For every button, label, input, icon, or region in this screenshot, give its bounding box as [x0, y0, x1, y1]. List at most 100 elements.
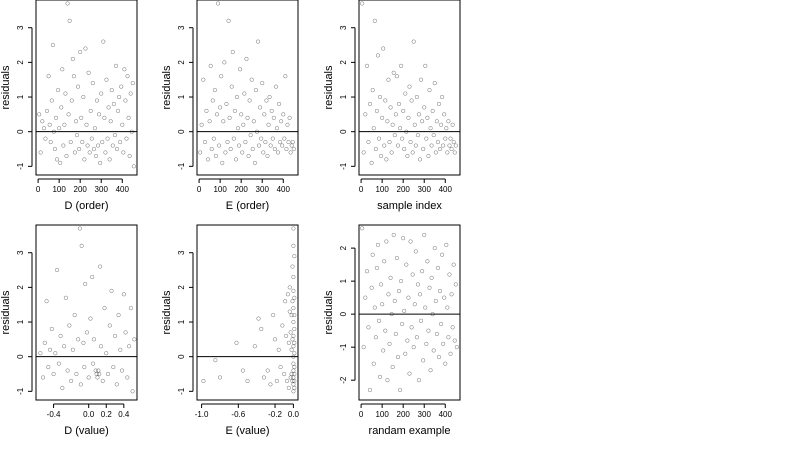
data-point: [439, 322, 444, 327]
data-point: [48, 140, 53, 145]
data-point: [270, 136, 275, 141]
data-point: [390, 364, 395, 370]
data-point: [100, 378, 105, 383]
data-point: [69, 378, 74, 383]
data-point: [271, 313, 276, 318]
data-point: [423, 305, 428, 310]
data-point: [92, 126, 97, 131]
y-tick-label: 1: [16, 319, 25, 324]
data-point: [48, 347, 53, 352]
data-point: [60, 67, 65, 72]
y-tick-label: -1: [177, 162, 186, 170]
data-point: [287, 309, 292, 314]
x-axis: 0 100 200 300 400: [359, 403, 452, 419]
x-tick-label: 100: [213, 185, 227, 194]
data-point: [272, 146, 277, 152]
y-tick-label: 0: [339, 311, 348, 316]
data-point: [261, 375, 267, 380]
x-tick-label: 300: [256, 185, 270, 194]
data-point: [127, 344, 132, 349]
data-point: [397, 126, 403, 131]
y-tick-label: 3: [177, 250, 186, 255]
y-axis: -2 -1 0 1 2: [339, 245, 356, 384]
y-tick-label: 2: [339, 245, 348, 250]
data-point: [367, 101, 372, 107]
data-point: [89, 136, 94, 141]
data-point: [227, 115, 232, 120]
x-tick-label: 200: [397, 410, 411, 419]
data-point: [198, 150, 203, 155]
x-tick-label: 400: [116, 185, 130, 194]
y-tick-label: 2: [16, 60, 25, 65]
data-point: [222, 60, 227, 65]
data-point: [49, 98, 54, 103]
data-point: [373, 146, 378, 152]
data-point: [278, 140, 283, 145]
data-point: [123, 98, 128, 103]
data-point: [390, 122, 395, 127]
data-point: [379, 153, 384, 158]
data-point: [122, 67, 127, 72]
data-point: [108, 119, 113, 124]
data-point: [224, 101, 229, 107]
data-point: [452, 150, 457, 155]
data-point: [381, 46, 386, 51]
data-point: [111, 365, 116, 370]
data-point: [280, 323, 285, 328]
data-point: [371, 126, 376, 131]
data-point: [454, 345, 459, 350]
data-point: [245, 378, 250, 383]
data-point: [54, 157, 60, 162]
data-point: [245, 115, 250, 120]
data-point: [263, 140, 268, 145]
data-point: [289, 143, 294, 148]
data-point: [424, 341, 429, 346]
data-point: [116, 108, 121, 113]
data-point: [396, 101, 402, 107]
x-tick-label: 0.2: [101, 410, 113, 419]
y-tick-label: 0: [177, 354, 186, 359]
data-point: [451, 262, 456, 267]
data-point: [120, 368, 125, 373]
scatter-points: [201, 226, 297, 394]
data-point: [291, 319, 296, 325]
data-point: [372, 18, 377, 23]
data-point: [58, 160, 63, 165]
data-point: [443, 136, 448, 141]
data-point: [50, 42, 55, 48]
data-point: [381, 348, 386, 353]
data-point: [131, 164, 136, 169]
data-point: [441, 341, 446, 346]
data-point: [221, 119, 226, 124]
data-point: [397, 388, 403, 393]
y-tick-label: 2: [177, 60, 186, 65]
data-point: [372, 305, 377, 310]
data-point: [204, 108, 209, 113]
data-point: [444, 126, 449, 131]
data-point: [104, 77, 109, 82]
data-point: [413, 249, 418, 254]
data-point: [237, 143, 242, 148]
data-point: [292, 378, 297, 383]
plot-frame: [35, 224, 138, 401]
data-point: [40, 375, 46, 380]
data-point: [84, 330, 89, 335]
data-point: [395, 355, 400, 360]
data-point: [422, 232, 427, 237]
y-axis-title: residuals: [161, 65, 173, 110]
data-point: [234, 340, 239, 345]
y-axis-title: residuals: [161, 290, 173, 335]
data-point: [401, 236, 406, 241]
data-point: [57, 126, 62, 131]
data-point: [201, 378, 206, 383]
data-point: [291, 243, 296, 248]
data-point: [392, 133, 397, 138]
data-point: [420, 119, 425, 124]
data-point: [406, 295, 411, 300]
data-point: [433, 298, 438, 303]
y-axis-title: residuals: [323, 65, 335, 110]
panel-random-example: 0 100 200 300 400 -2 -1 0 1 2 randam example residu…: [323, 224, 461, 437]
y-tick-label: 0: [16, 129, 25, 134]
data-point: [375, 242, 380, 247]
data-point: [284, 378, 290, 383]
